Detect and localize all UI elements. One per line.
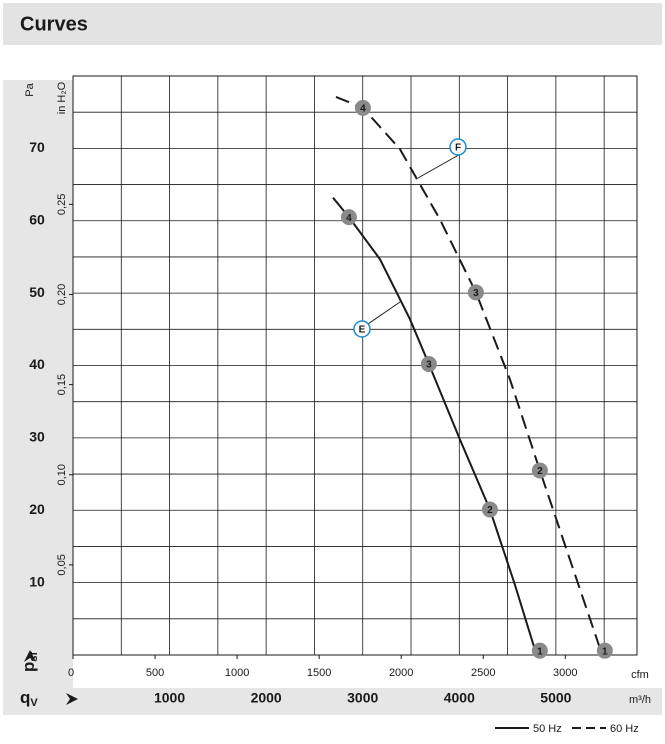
operating-point xyxy=(354,99,371,116)
x-symbol-sub: V xyxy=(30,697,38,709)
operating-point-label: 1 xyxy=(537,646,543,657)
y-symbol-main: p xyxy=(19,662,38,672)
y2-tick-label: 0,05 xyxy=(56,554,68,575)
operating-point xyxy=(467,284,484,301)
x-tick-label: 3000 xyxy=(347,690,378,706)
operating-point-label: 2 xyxy=(537,466,543,477)
x-tick-label: 2000 xyxy=(251,690,282,706)
operating-point-label: 1 xyxy=(602,646,608,657)
y-tick-label: 70 xyxy=(29,139,45,155)
annotation-leader xyxy=(417,151,465,179)
x-arrow xyxy=(66,693,78,705)
x2-tick-label: 500 xyxy=(146,667,164,679)
x-tick-label: 1000 xyxy=(154,690,185,706)
y-tick-label: 10 xyxy=(29,573,45,589)
y2-tick-label: 0,10 xyxy=(56,464,68,485)
x2-tick-label: 2000 xyxy=(389,667,413,679)
plot-frame xyxy=(72,75,638,656)
operating-point xyxy=(420,356,437,373)
y-tick-label: 50 xyxy=(29,284,45,300)
operating-point-label: 4 xyxy=(360,103,366,114)
x2-tick-label: 1500 xyxy=(307,667,331,679)
y-symbol-sub: sf xyxy=(28,651,40,661)
header-bar xyxy=(3,3,662,45)
x-symbol: qV xyxy=(20,688,38,708)
operating-point xyxy=(596,642,613,659)
curve xyxy=(335,96,604,656)
annotation-circle xyxy=(353,320,371,338)
x2-tick-label: 2500 xyxy=(471,667,495,679)
x2-tick-label: 3000 xyxy=(553,667,577,679)
x-tick-label: 4000 xyxy=(444,690,475,706)
plot-panel xyxy=(73,76,662,688)
operating-point xyxy=(531,642,548,659)
annotation-circle xyxy=(449,138,467,156)
y2-tick-label: 0,25 xyxy=(56,194,68,215)
x2-unit: cfm xyxy=(631,669,649,681)
y-symbol: psf xyxy=(19,651,39,672)
operating-point-label: 2 xyxy=(487,505,493,516)
y-tick-label: 40 xyxy=(29,356,45,372)
y-tick-label: 60 xyxy=(29,211,45,227)
x-symbol-main: q xyxy=(20,688,30,707)
operating-point-label: 4 xyxy=(346,213,352,224)
y2-unit: in H₂O xyxy=(56,81,68,114)
legend-label: 50 Hz xyxy=(533,723,562,735)
operating-point-label: 3 xyxy=(426,360,432,371)
y2-tick-label: 0,15 xyxy=(56,374,68,395)
operating-point xyxy=(481,501,498,518)
annotation-leader xyxy=(367,301,401,325)
x2-tick-label: 0 xyxy=(68,667,74,679)
y-tick-label: 30 xyxy=(29,429,45,445)
x-unit: m³/h xyxy=(629,694,651,706)
x-tick-label: 5000 xyxy=(540,690,571,706)
y2-tick-label: 0,20 xyxy=(56,284,68,305)
x2-tick-label: 1000 xyxy=(225,667,249,679)
annotation-label: E xyxy=(359,325,366,336)
y-tick-label: 20 xyxy=(29,501,45,517)
y-unit: Pa xyxy=(24,82,36,96)
operating-point xyxy=(531,462,548,479)
legend-label: 60 Hz xyxy=(610,723,639,735)
annotation-label: F xyxy=(455,143,461,154)
operating-point-label: 3 xyxy=(473,288,479,299)
chart-title: Curves xyxy=(20,13,88,35)
operating-point xyxy=(340,209,357,226)
y-arrow xyxy=(24,650,36,662)
